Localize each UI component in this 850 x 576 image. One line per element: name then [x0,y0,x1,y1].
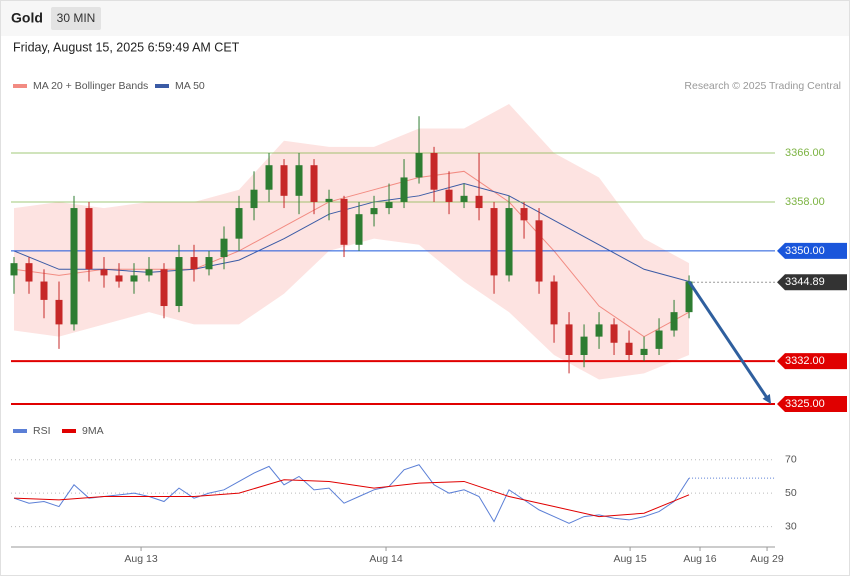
price-label: 3366.00 [785,147,825,159]
moving-average [13,183,690,283]
candle-body [55,299,63,325]
candle-body [445,189,453,202]
candle-body [85,208,93,270]
x-tick-label: Aug 13 [124,553,157,565]
forecast-arrow-head [762,394,772,404]
price-label: 3332.00 [785,355,825,367]
forecast-arrow [687,280,769,399]
legend-swatch [13,429,27,433]
timeframe[interactable]: 30 MIN [57,11,96,25]
legend-label: MA 50 [175,80,205,92]
price-label: 3350.00 [785,245,825,257]
candle-body [685,281,693,313]
x-tick-label: Aug 29 [750,553,783,565]
candle-body [220,238,228,258]
price-label-box [777,242,847,259]
y-tick-label: 50 [785,487,797,499]
price-label-box [777,274,847,291]
candle-body [235,208,243,239]
candle-body [640,348,648,355]
candle-body [625,342,633,355]
candle-body [355,214,363,245]
x-tick-label: Aug 14 [369,553,402,565]
moving-average [13,170,690,338]
candle-body [520,208,528,221]
candle-body [100,269,108,276]
chart-title: Gold [11,10,43,26]
candle-body [160,269,168,307]
timeframe-chip[interactable] [51,7,101,30]
legend-label: MA 20 + Bollinger Bands [33,80,148,92]
candle-body [670,312,678,331]
candle-body [475,195,483,209]
price-label: 3325.00 [785,398,825,410]
candle-body [25,263,33,282]
candle-body [340,198,348,245]
candle-body [70,208,78,325]
price-label: 3358.00 [785,196,825,208]
candle-body [310,165,318,202]
price-label: 3344.89 [785,276,825,288]
x-tick-label: Aug 16 [683,553,716,565]
candle-body [265,165,273,190]
indicator-line [13,479,690,518]
candle-body [535,220,543,282]
candle-body [415,152,423,178]
price-label-box [777,395,847,412]
header-bar [1,1,849,36]
candle-body [10,263,18,276]
candle-body [250,189,258,209]
candle-body [190,257,198,270]
candle-body [115,275,123,282]
y-tick-label: 70 [785,453,797,465]
candle-body [460,195,468,202]
subtitle: Friday, August 15, 2025 6:59:49 AM CET [13,40,240,54]
candle-body [145,269,153,276]
candle-body [655,330,663,349]
bollinger-band [14,103,690,380]
x-tick-label: Aug 15 [613,553,646,565]
legend-swatch [62,429,76,433]
candle-body [205,257,213,270]
indicator-line [13,464,690,524]
candle-body [490,208,498,276]
legend-label: 9MA [82,425,104,437]
candle-body [580,336,588,355]
candle-body [385,201,393,209]
candle-body [295,165,303,196]
candle-body [505,208,513,276]
candle-body [280,165,288,196]
candle-body [550,281,558,325]
y-tick-label: 30 [785,520,797,532]
candle-body [610,324,618,343]
candle-body [400,177,408,202]
candle-body [175,257,183,307]
candle-body [325,198,333,202]
candle-body [130,275,138,282]
legend-label: RSI [33,425,51,437]
candle-body [370,208,378,215]
candle-body [595,324,603,337]
source: Research © 2025 Trading Central [684,80,841,92]
candle-body [565,324,573,355]
candle-body [430,152,438,190]
candle-body [40,281,48,300]
legend-swatch [13,84,27,88]
legend-swatch [155,84,169,88]
price-label-box [777,353,847,370]
